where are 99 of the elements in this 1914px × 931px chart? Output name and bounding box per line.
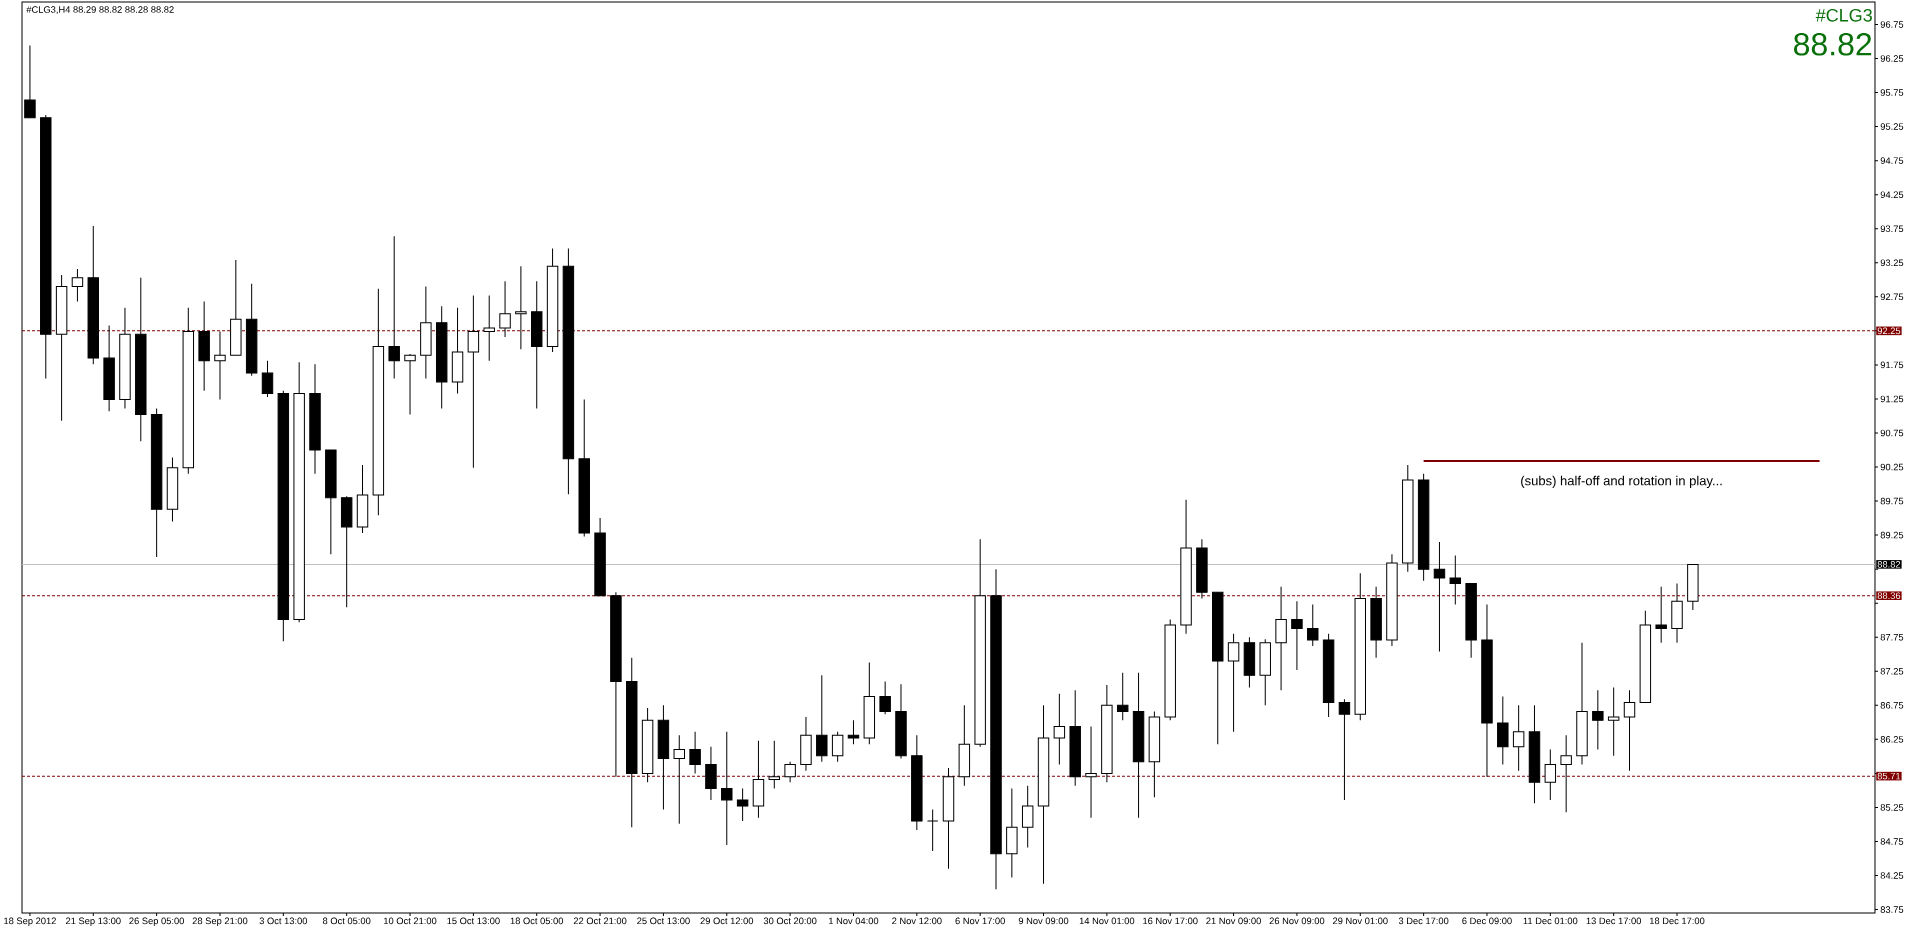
candlestick [705, 746, 717, 801]
candlestick [1307, 604, 1319, 647]
candlestick [1433, 541, 1446, 653]
series-label: (subs) half-off and rotation in play... [1521, 475, 1722, 488]
x-tick-label: 25 Oct 13:00 [637, 917, 690, 925]
y-tick-label: 91.25 [1880, 395, 1904, 403]
x-tick-label: 14 Nov 01:00 [1079, 917, 1135, 925]
candlestick [214, 331, 226, 401]
candlestick [689, 731, 701, 774]
y-tick-label: 86.25 [1880, 736, 1904, 743]
candlestick [24, 45, 36, 119]
x-tick-label: 29 Oct 12:00 [700, 917, 754, 925]
candlestick [515, 265, 527, 350]
y-tick-label: 91.75 [1880, 361, 1904, 369]
candlestick [768, 740, 781, 789]
candlestick [879, 680, 891, 715]
x-tick-label: 26 Nov 09:00 [1269, 917, 1325, 925]
x-tick-label: 30 Oct 20:00 [763, 917, 817, 925]
ref-line-label: 92.25 [1877, 327, 1901, 335]
y-tick-label: 94.75 [1880, 157, 1904, 164]
x-tick-label: 16 Nov 17:00 [1143, 917, 1198, 925]
ref-line-label: 88.36 [1877, 592, 1901, 599]
candlestick [1512, 704, 1525, 772]
y-tick-label: 84.25 [1880, 872, 1904, 879]
y-tick-label: 94.25 [1880, 191, 1904, 198]
y-tick-label: 83.75 [1880, 906, 1904, 913]
x-tick-label: 29 Nov 01:00 [1332, 917, 1388, 925]
candlestick [1116, 672, 1129, 721]
candlestick [816, 674, 828, 763]
x-tick-label: 26 Sep 05:00 [129, 917, 185, 927]
candlestick [1592, 689, 1604, 751]
x-tick-label: 11 Dec 01:00 [1523, 917, 1578, 925]
annotation: #CLG3 [1815, 8, 1872, 22]
candlestick [1227, 633, 1240, 733]
y-tick-label: 92.75 [1880, 293, 1904, 301]
candlestick [721, 731, 733, 846]
chart-title: #CLG3,H4 88.29 88.82 88.28 88.82 [26, 6, 174, 14]
candlestick [1607, 687, 1620, 757]
ref-line-label: 88.82 [1877, 561, 1901, 568]
y-tick-label: 96.25 [1880, 55, 1904, 62]
x-tick-label: 10 Oct 21:00 [384, 917, 437, 925]
x-tick-label: 15 Oct 13:00 [447, 917, 500, 925]
candlestick [784, 761, 796, 783]
candlestick [1085, 725, 1097, 819]
candlestick [736, 787, 749, 822]
candlestick [1449, 555, 1462, 606]
ref-line-label: 85.71 [1877, 772, 1901, 780]
x-tick-label: 18 Sep 2012 [4, 917, 56, 927]
candlestick [847, 719, 860, 745]
x-tick-label: 3 Dec 17:00 [1398, 917, 1449, 925]
y-tick-label: 96.75 [1880, 21, 1904, 28]
x-tick-label: 13 Dec 17:00 [1586, 917, 1642, 925]
x-tick-label: 21 Nov 09:00 [1206, 917, 1261, 925]
candlestick [1560, 734, 1572, 813]
y-tick-label: 87.75 [1880, 633, 1904, 641]
y-tick-label: 84.75 [1880, 838, 1904, 845]
x-tick-label: 28 Sep 21:00 [192, 917, 248, 927]
candlestick [261, 360, 274, 398]
candlestick [1053, 693, 1066, 766]
candlestick [483, 294, 495, 362]
candlestick [673, 734, 685, 825]
x-tick-label: 22 Oct 21:00 [573, 917, 627, 925]
candlestick [1623, 689, 1636, 772]
x-tick-label: 18 Dec 17:00 [1649, 917, 1705, 925]
x-tick-label: 2 Nov 12:00 [892, 917, 942, 925]
y-tick-label: 90.25 [1880, 463, 1904, 471]
annotation: 88.82 [1794, 32, 1872, 56]
candlestick [499, 280, 511, 338]
x-tick-label: 21 Sep 13:00 [65, 917, 121, 927]
y-tick-label: 95.75 [1880, 89, 1904, 96]
y-tick-label: 89.75 [1880, 497, 1904, 505]
y-tick-label: 87.25 [1880, 667, 1904, 675]
x-tick-label: 6 Nov 17:00 [955, 917, 1005, 925]
y-tick-label: 93.75 [1880, 225, 1904, 233]
candlestick [1291, 600, 1303, 671]
candlestick [926, 808, 939, 852]
candlestick [1275, 586, 1287, 691]
y-tick-label: 89.25 [1880, 531, 1904, 539]
x-tick-label: 1 Nov 04:00 [829, 917, 879, 925]
candlestick [71, 268, 84, 303]
x-tick-label: 8 Oct 05:00 [322, 917, 371, 925]
x-tick-label: 6 Dec 09:00 [1462, 917, 1512, 925]
x-tick-label: 9 Nov 09:00 [1018, 917, 1069, 925]
y-tick-label: 93.25 [1880, 259, 1904, 267]
candlestick [831, 731, 844, 763]
y-tick-label: 85.25 [1880, 804, 1904, 811]
candlestick [1655, 586, 1667, 644]
candlestick [404, 353, 416, 416]
x-tick-label: 3 Oct 13:00 [259, 917, 308, 925]
candlestick [1021, 785, 1034, 849]
x-tick-label: 18 Oct 05:00 [510, 917, 564, 925]
candlestick [467, 294, 480, 469]
y-tick-label: 86.75 [1880, 702, 1904, 709]
candlestick [388, 235, 400, 380]
candlestick [1338, 698, 1351, 801]
candlestick [1497, 695, 1509, 766]
y-tick-label: 95.25 [1880, 123, 1904, 130]
y-tick-label: 90.75 [1880, 429, 1904, 437]
candlestick [1544, 749, 1557, 801]
